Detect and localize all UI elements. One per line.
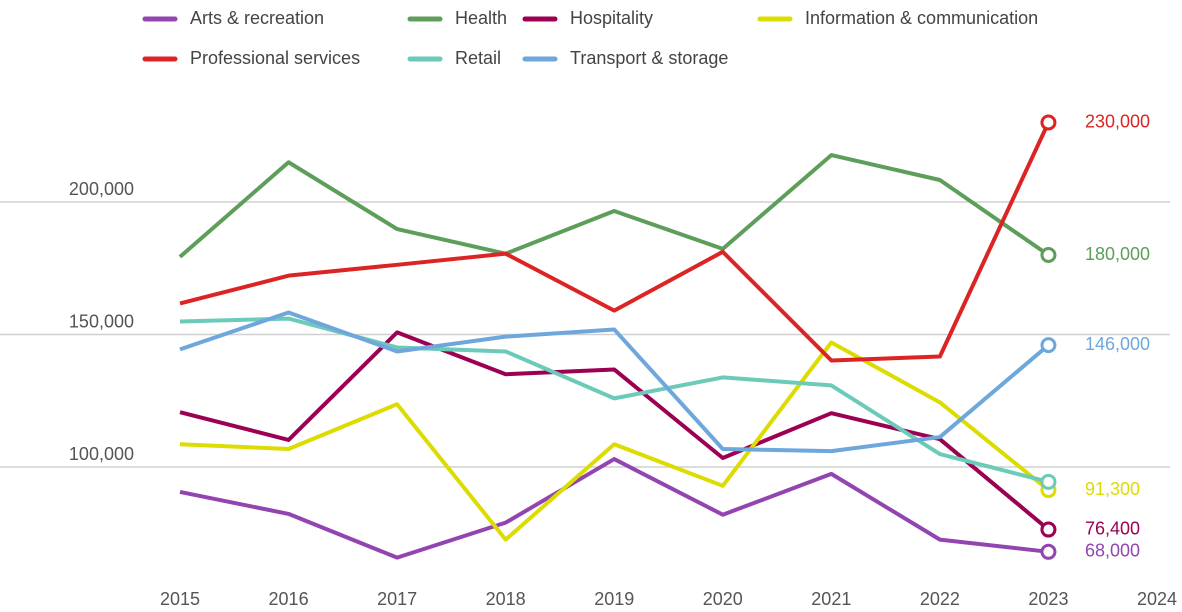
value-label: 146,000 — [1085, 334, 1150, 354]
series-line — [178, 153, 1050, 259]
value-label: 230,000 — [1085, 111, 1150, 131]
y-tick-label: 200,000 — [69, 179, 134, 199]
x-tick-label: 2015 — [160, 589, 200, 609]
legend-label: Retail — [455, 48, 501, 68]
end-marker — [1040, 337, 1057, 354]
x-tick-label: 2019 — [594, 589, 634, 609]
end-marker — [1040, 521, 1057, 538]
x-tick-label: 2020 — [703, 589, 743, 609]
series-line — [179, 310, 1050, 454]
y-tick-label: 150,000 — [69, 311, 134, 331]
end-marker — [1040, 543, 1057, 560]
x-tick-label: 2017 — [377, 589, 417, 609]
end-marker — [1040, 247, 1057, 263]
series-line — [179, 340, 1050, 542]
value-label: 76,400 — [1085, 518, 1140, 538]
value-label: 68,000 — [1085, 541, 1140, 561]
x-tick-label: 2024 — [1137, 589, 1177, 609]
x-tick-label: 2016 — [269, 589, 309, 609]
series-line — [179, 121, 1051, 363]
x-tick-label: 2022 — [920, 589, 960, 609]
end-marker — [1040, 114, 1057, 131]
end-marker — [1040, 473, 1057, 490]
series-line — [179, 316, 1049, 484]
legend-label: Hospitality — [570, 8, 653, 28]
legend-label: Professional services — [190, 48, 360, 68]
x-tick-label: 2023 — [1028, 589, 1068, 609]
legend-label: Transport & storage — [570, 48, 728, 68]
series-line — [179, 457, 1049, 560]
series-line — [179, 330, 1050, 532]
x-tick-label: 2018 — [486, 589, 526, 609]
x-tick-label: 2021 — [811, 589, 851, 609]
value-label: 91,300 — [1085, 479, 1140, 499]
y-tick-label: 100,000 — [69, 444, 134, 464]
legend-label: Arts & recreation — [190, 8, 324, 28]
legend-label: Information & communication — [805, 8, 1038, 28]
value-label: 180,000 — [1085, 244, 1150, 264]
legend-label: Health — [455, 8, 507, 28]
